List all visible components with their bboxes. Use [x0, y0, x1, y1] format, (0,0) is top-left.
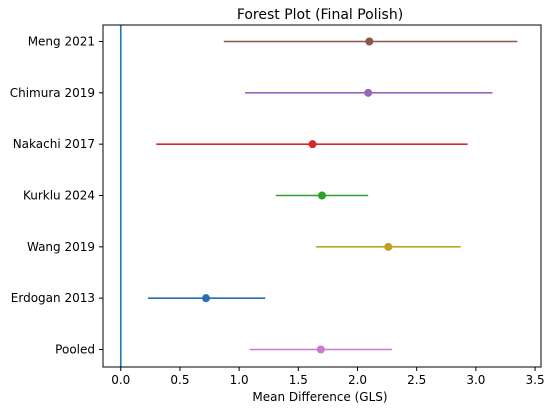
- plot-area: [119, 25, 518, 367]
- y-tick-label: Erdogan 2013: [11, 291, 95, 305]
- x-axis: 0.0 0.5 1.0 1.5 2.0 2.5 3.0 3.5: [111, 367, 545, 387]
- point-estimate: [384, 242, 393, 251]
- x-tick-label: 3.0: [466, 373, 485, 387]
- y-axis: Meng 2021 Chimura 2019 Nakachi 2017 Kurklu …: [10, 35, 103, 357]
- y-tick-label: Wang 2019: [27, 240, 95, 254]
- x-tick-label: 0.0: [111, 373, 130, 387]
- y-tick-label: Kurklu 2024: [23, 189, 95, 203]
- y-tick-label: Chimura 2019: [10, 86, 95, 100]
- point-estimate: [308, 140, 317, 149]
- study-row: [245, 88, 493, 97]
- study-row: [223, 37, 518, 46]
- point-estimate: [364, 88, 373, 97]
- x-tick-label: 0.5: [170, 373, 189, 387]
- x-axis-label: Mean Difference (GLS): [252, 390, 387, 404]
- y-tick-label: Nakachi 2017: [13, 137, 95, 151]
- study-row: [147, 294, 266, 303]
- x-tick-label: 1.0: [230, 373, 249, 387]
- point-estimate: [365, 37, 374, 46]
- y-tick-label: Pooled: [55, 343, 95, 357]
- chart-title: Forest Plot (Final Polish): [237, 7, 403, 23]
- study-row: [275, 191, 369, 200]
- x-tick-label: 3.5: [526, 373, 545, 387]
- point-estimate: [318, 191, 326, 200]
- x-tick-label: 2.5: [407, 373, 426, 387]
- study-row: [156, 140, 468, 149]
- x-tick-label: 2.0: [348, 373, 367, 387]
- point-estimate: [201, 294, 210, 303]
- x-tick-label: 1.5: [289, 373, 308, 387]
- study-row: [316, 242, 461, 251]
- y-tick-label: Meng 2021: [28, 35, 95, 49]
- study-row: [249, 345, 392, 354]
- point-estimate: [316, 345, 325, 354]
